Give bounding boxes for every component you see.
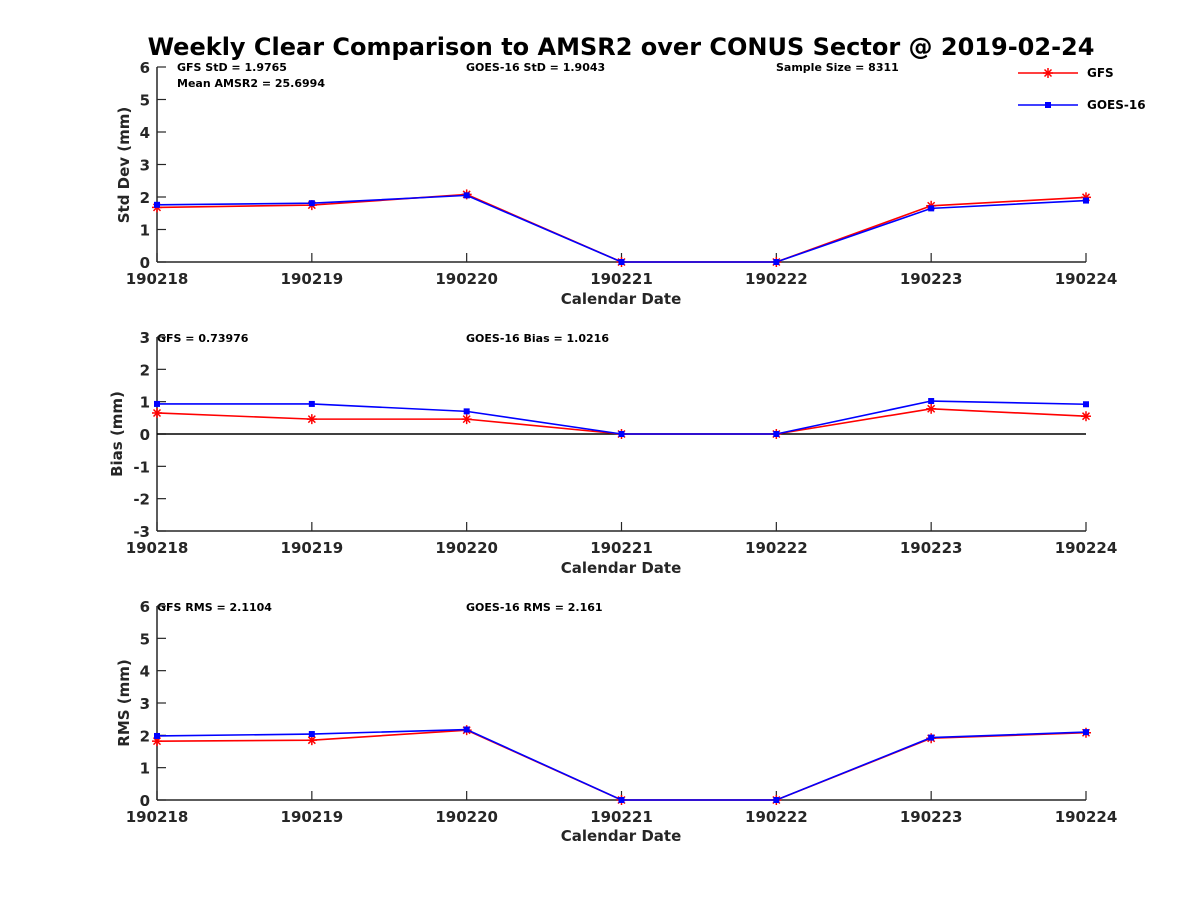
y-axis-label: RMS (mm) xyxy=(115,659,133,746)
x-tick-label: 190222 xyxy=(745,539,808,557)
data-point-goes-16-190219 xyxy=(308,400,315,407)
goes-rms-annotation: GOES-16 RMS = 2.161 xyxy=(466,601,603,614)
y-tick-label: 1 xyxy=(140,222,150,240)
x-tick-label: 190220 xyxy=(435,270,498,288)
y-tick-label: -1 xyxy=(133,458,150,476)
x-tick-label: 190221 xyxy=(590,808,653,826)
x-tick-label: 190224 xyxy=(1055,539,1118,557)
data-point-goes-16-190222 xyxy=(773,259,780,265)
data-point-goes-16-190222 xyxy=(773,797,780,803)
y-tick-label: 0 xyxy=(140,254,150,272)
x-tick-label: 190222 xyxy=(745,808,808,826)
stddev-panel: GFS StD = 1.9765 Mean AMSR2 = 25.6994 GO… xyxy=(115,59,1117,308)
x-tick-label: 190223 xyxy=(900,808,963,826)
x-tick-label: 190219 xyxy=(281,808,344,826)
y-tick-label: 0 xyxy=(140,426,150,444)
y-tick-label: 4 xyxy=(140,663,150,681)
data-point-goes-16-190223 xyxy=(928,205,935,212)
y-tick-label: 4 xyxy=(140,124,150,142)
y-tick-label: -2 xyxy=(133,491,150,509)
data-point-goes-16-190218 xyxy=(154,201,160,208)
data-point-goes-16-190221 xyxy=(618,259,625,265)
data-point-goes-16-190222 xyxy=(773,431,780,437)
data-point-goes-16-190218 xyxy=(154,732,160,739)
data-point-goes-16-190220 xyxy=(463,408,470,415)
data-point-gfs-190218 xyxy=(152,407,162,418)
sample-size-annotation: Sample Size = 8311 xyxy=(776,61,899,74)
rms-panel: GFS RMS = 2.1104 GOES-16 RMS = 2.161 Cal… xyxy=(115,598,1117,845)
mean-amsr2-annotation: Mean AMSR2 = 25.6994 xyxy=(177,77,325,90)
x-tick-label: 190220 xyxy=(435,808,498,826)
y-tick-label: 3 xyxy=(140,329,150,347)
x-tick-label: 190221 xyxy=(590,270,653,288)
legend: GFS GOES-16 xyxy=(1018,66,1146,112)
x-tick-label: 190218 xyxy=(126,808,189,826)
x-tick-label: 190219 xyxy=(281,539,344,557)
data-point-goes-16-190219 xyxy=(308,731,315,738)
y-tick-label: 1 xyxy=(140,760,150,778)
series-line-gfs xyxy=(156,729,1087,801)
gfs-rms-annotation: GFS RMS = 2.1104 xyxy=(157,601,272,614)
legend-marker-square xyxy=(1045,102,1051,108)
y-tick-label: 3 xyxy=(140,157,150,175)
legend-marker-gfs xyxy=(1043,68,1053,78)
data-point-goes-16-190224 xyxy=(1083,401,1089,408)
y-tick-label: 5 xyxy=(140,630,150,648)
data-point-goes-16-190224 xyxy=(1083,197,1089,204)
goes-bias-annotation: GOES-16 Bias = 1.0216 xyxy=(466,332,609,345)
legend-label-gfs: GFS xyxy=(1087,66,1114,80)
y-tick-label: 2 xyxy=(140,361,150,379)
legend-label-goes16: GOES-16 xyxy=(1087,98,1146,112)
bias-panel: GFS = 0.73976 GOES-16 Bias = 1.0216 Cale… xyxy=(108,329,1117,577)
gfs-std-annotation: GFS StD = 1.9765 xyxy=(177,61,287,74)
x-tick-label: 190224 xyxy=(1055,270,1118,288)
goes-std-annotation: GOES-16 StD = 1.9043 xyxy=(466,61,605,74)
data-point-goes-16-190223 xyxy=(928,734,935,741)
x-tick-label: 190218 xyxy=(126,270,189,288)
y-tick-label: 6 xyxy=(140,59,150,77)
data-point-gfs-190224 xyxy=(1081,411,1091,422)
data-point-gfs-190220 xyxy=(461,414,472,425)
y-tick-label: 0 xyxy=(140,792,150,810)
data-point-goes-16-190221 xyxy=(618,431,625,437)
x-tick-label: 190219 xyxy=(281,270,344,288)
x-tick-label: 190218 xyxy=(126,539,189,557)
x-tick-label: 190220 xyxy=(435,539,498,557)
x-tick-label: 190223 xyxy=(900,539,963,557)
data-point-gfs-190219 xyxy=(306,735,317,746)
data-point-goes-16-190223 xyxy=(928,398,935,405)
data-point-goes-16-190218 xyxy=(154,400,160,407)
y-tick-label: 2 xyxy=(140,189,150,207)
x-axis-label: Calendar Date xyxy=(561,827,682,845)
data-point-goes-16-190224 xyxy=(1083,729,1089,736)
data-point-gfs-190223 xyxy=(926,403,937,414)
x-tick-label: 190221 xyxy=(590,539,653,557)
gfs-bias-annotation: GFS = 0.73976 xyxy=(157,332,249,345)
y-tick-label: 1 xyxy=(140,394,150,412)
y-tick-label: 5 xyxy=(140,92,150,110)
y-tick-label: 6 xyxy=(140,598,150,616)
y-axis-label: Std Dev (mm) xyxy=(115,107,133,224)
data-point-goes-16-190220 xyxy=(463,192,470,199)
data-point-goes-16-190220 xyxy=(463,726,470,733)
x-tick-label: 190222 xyxy=(745,270,808,288)
x-axis-label: Calendar Date xyxy=(561,559,682,577)
y-tick-label: 3 xyxy=(140,695,150,713)
data-point-goes-16-190219 xyxy=(308,200,315,207)
data-point-gfs-190219 xyxy=(306,414,317,425)
series-line-gfs xyxy=(156,193,1087,263)
legend-marker-goes16 xyxy=(1045,102,1051,108)
data-point-goes-16-190221 xyxy=(618,797,625,803)
x-axis-label: Calendar Date xyxy=(561,290,682,308)
x-tick-label: 190224 xyxy=(1055,808,1118,826)
figure-title: Weekly Clear Comparison to AMSR2 over CO… xyxy=(148,33,1095,61)
y-tick-label: 2 xyxy=(140,727,150,745)
x-tick-label: 190223 xyxy=(900,270,963,288)
y-axis-label: Bias (mm) xyxy=(108,391,126,477)
legend-marker-asterisk xyxy=(1043,68,1053,78)
y-tick-label: -3 xyxy=(133,523,150,541)
